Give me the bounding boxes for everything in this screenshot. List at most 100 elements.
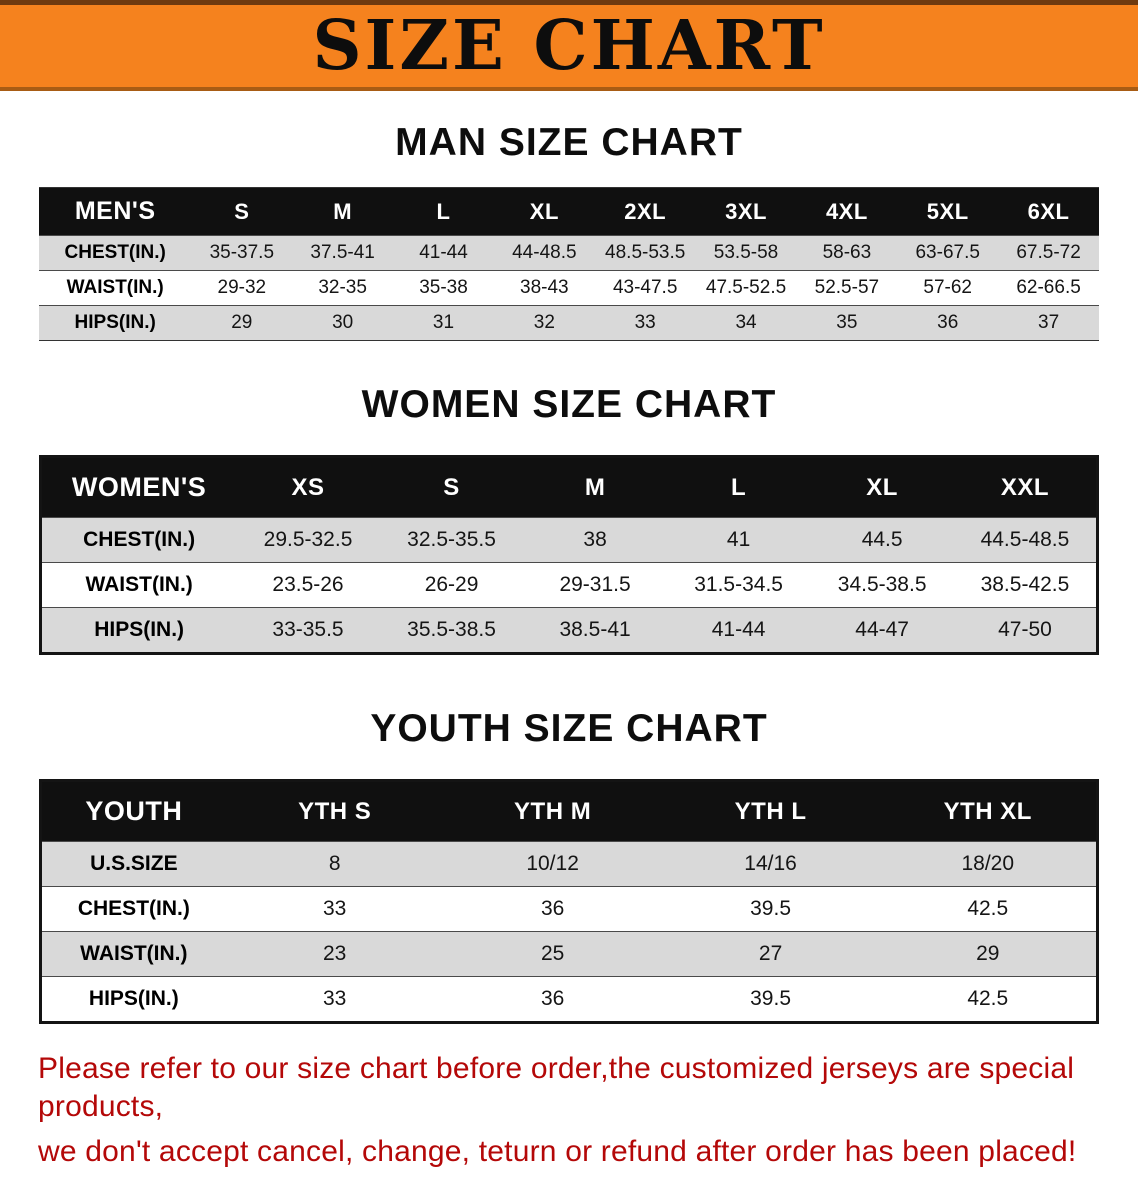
man-size-table: MEN'S S M L XL 2XL 3XL 4XL 5XL 6XL CHEST(IN.) 35-37… [39,187,1099,341]
size-value: 27 [661,931,880,977]
table-header-row: WOMEN'S XS S M L XL XXL [40,456,1098,518]
size-value: 39.5 [661,976,880,1023]
table-header-row: YOUTH YTH S YTH M YTH L YTH XL [40,780,1098,842]
size-value: 39.5 [661,886,880,932]
row-label: WAIST(IN.) [39,270,192,306]
size-column-header: XXL [953,456,1098,518]
measurement-row: WAIST(IN.) 29-32 32-35 35-38 38-43 43-47.5 47.… [39,270,1099,306]
size-value: 8 [225,841,444,887]
size-value: 37 [998,305,1099,341]
disclaimer-line-2: we don't accept cancel, change, teturn o… [38,1135,1077,1168]
table-header-row: MEN'S S M L XL 2XL 3XL 4XL 5XL 6XL [39,187,1099,236]
man-chart-heading: MAN SIZE CHART [395,121,743,164]
size-column-header: L [666,456,811,518]
row-label: HIPS(IN.) [39,305,192,341]
size-value: 47.5-52.5 [695,270,797,306]
measurement-row: HIPS(IN.) 33 36 39.5 42.5 [40,976,1098,1023]
size-value: 29.5-32.5 [236,517,380,563]
size-value: 43-47.5 [594,270,696,306]
size-column-header: 5XL [897,187,999,236]
size-value: 29 [191,305,293,341]
size-value: 38.5-41 [523,607,667,654]
size-value: 30 [292,305,394,341]
size-value: 52.5-57 [796,270,898,306]
row-label: WAIST(IN.) [40,931,226,977]
size-value: 32.5-35.5 [379,517,524,563]
size-column-header: XL [493,187,595,236]
page-title: SIZE CHART [312,6,826,86]
size-value: 35-38 [393,270,494,306]
size-value: 14/16 [661,841,880,887]
size-column-header: M [292,187,394,236]
size-value: 29 [879,931,1098,977]
measurement-row: U.S.SIZE 8 10/12 14/16 18/20 [40,841,1098,887]
measurement-row: CHEST(IN.) 35-37.5 37.5-41 41-44 44-48.5 48.5… [39,235,1099,271]
size-value: 41 [666,517,811,563]
row-label: WAIST(IN.) [40,562,237,608]
size-value: 23 [225,931,444,977]
size-value: 33 [225,976,444,1023]
size-column-header: S [379,456,524,518]
size-value: 38-43 [493,270,595,306]
size-column-header: YTH S [225,780,444,842]
row-label: U.S.SIZE [40,841,226,887]
youth-size-chart-section: YOUTH SIZE CHART YOUTH YTH S YTH M YTH L YTH… [0,707,1138,1024]
size-value: 41-44 [393,235,494,271]
size-value: 18/20 [879,841,1098,887]
measurement-row: HIPS(IN.) 29 30 31 32 33 34 35 36 37 [39,305,1099,341]
measurement-row: CHEST(IN.) 33 36 39.5 42.5 [40,886,1098,932]
size-column-header: XS [236,456,380,518]
youth-chart-heading: YOUTH SIZE CHART [370,707,768,750]
size-value: 38 [523,517,667,563]
size-value: 48.5-53.5 [594,235,696,271]
size-value: 67.5-72 [998,235,1099,271]
size-value: 44.5 [810,517,954,563]
row-label: CHEST(IN.) [40,886,226,932]
measurement-row: HIPS(IN.) 33-35.5 35.5-38.5 38.5-41 41-44 44-… [40,607,1098,654]
size-column-header: S [191,187,293,236]
size-column-header: 3XL [695,187,797,236]
size-column-header: 4XL [796,187,898,236]
size-value: 38.5-42.5 [953,562,1098,608]
size-value: 44-48.5 [493,235,595,271]
order-disclaimer: Please refer to our size chart before or… [38,1050,1100,1171]
size-value: 33-35.5 [236,607,380,654]
size-value: 32-35 [292,270,394,306]
size-value: 44-47 [810,607,954,654]
row-label: CHEST(IN.) [40,517,237,563]
size-value: 36 [443,886,662,932]
size-column-header: 6XL [998,187,1099,236]
size-column-header: 2XL [594,187,696,236]
table-title-cell: YOUTH [40,780,226,842]
size-value: 37.5-41 [292,235,394,271]
size-value: 31 [393,305,494,341]
size-column-header: YTH XL [879,780,1098,842]
size-value: 33 [594,305,696,341]
size-value: 29-32 [191,270,293,306]
size-value: 34.5-38.5 [810,562,954,608]
size-column-header: L [393,187,494,236]
size-value: 10/12 [443,841,662,887]
row-label: HIPS(IN.) [40,607,237,654]
size-column-header: YTH M [443,780,662,842]
measurement-row: CHEST(IN.) 29.5-32.5 32.5-35.5 38 41 44.5 44.5… [40,517,1098,563]
size-value: 57-62 [897,270,999,306]
measurement-row: WAIST(IN.) 23 25 27 29 [40,931,1098,977]
row-label: CHEST(IN.) [39,235,192,271]
size-value: 34 [695,305,797,341]
size-value: 63-67.5 [897,235,999,271]
disclaimer-line-1: Please refer to our size chart before or… [38,1052,1075,1123]
size-value: 53.5-58 [695,235,797,271]
size-value: 26-29 [379,562,524,608]
man-size-chart-section: MAN SIZE CHART MEN'S S M L XL 2XL 3XL 4XL 5XL 6XL… [0,121,1138,341]
size-value: 36 [443,976,662,1023]
women-size-chart-section: WOMEN SIZE CHART WOMEN'S XS S M L XL XXL CHEST(… [0,383,1138,655]
size-column-header: M [523,456,667,518]
size-column-header: YTH L [661,780,880,842]
size-value: 42.5 [879,886,1098,932]
size-chart-banner: SIZE CHART [0,0,1138,91]
size-value: 44.5-48.5 [953,517,1098,563]
youth-size-table: YOUTH YTH S YTH M YTH L YTH XL U.S.SIZE 8 10/12… [39,779,1099,1024]
size-value: 32 [493,305,595,341]
women-size-table: WOMEN'S XS S M L XL XXL CHEST(IN.) 29.5-32.5 32.5… [39,455,1099,655]
